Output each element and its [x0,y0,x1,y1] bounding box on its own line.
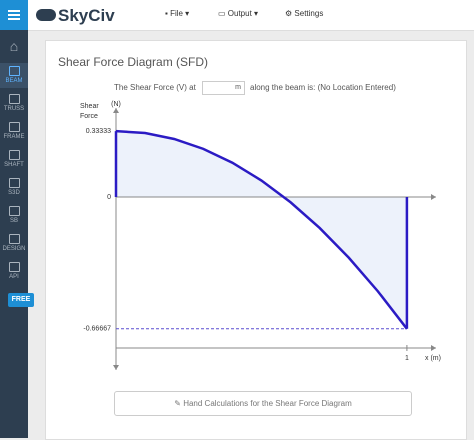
sidebar-label: SB [9,218,18,224]
sidebar-item[interactable]: DESIGN [0,231,28,256]
x-tick-label: 1 [405,355,409,362]
y-tick-label: -0.66667 [83,326,111,333]
y-tick-label: 0.33333 [86,128,111,135]
sidebar-item[interactable]: TRUSS [0,91,28,116]
sidebar-icon [8,178,20,188]
y-tick-label: 0 [107,194,111,201]
y-unit: (N) [111,101,121,108]
nav-label: Settings [294,9,324,18]
sidebar-label: API [9,274,19,280]
sidebar-item[interactable]: BEAM [0,63,28,88]
area [116,131,407,329]
sidebar-label: BEAM [5,78,23,84]
home-icon[interactable]: ⌂ [9,38,19,54]
free-badge[interactable]: FREE [8,293,34,307]
location-input[interactable]: m [202,81,245,95]
sidebar-icon [8,206,20,216]
sidebar-label: TRUSS [3,106,25,112]
menu-button[interactable] [0,0,28,30]
sidebar-label: FRAME [3,134,25,140]
sidebar-label: SHAFT [4,162,24,168]
sidebar-icon [8,94,20,104]
nav-file[interactable]: ▪ File ▾ [165,9,190,18]
sidebar-item[interactable]: SB [0,203,28,228]
axis-arrow [113,365,119,370]
axis-arrow [431,345,436,351]
sidebar: ⌂ BEAM TRUSS FRAME SHAFT S3D SB DESIGN API [0,30,28,438]
panel-title: Shear Force Diagram (SFD) [58,55,209,69]
axis-arrow [113,108,119,113]
logo-icon [36,9,56,21]
sidebar-label: DESIGN [2,246,26,252]
y-label: Shear [80,103,99,110]
nav-settings[interactable]: ⚙ Settings [285,9,324,18]
sidebar-icon [8,234,20,244]
sidebar-item[interactable]: FRAME [0,119,28,144]
sidebar-item[interactable]: SHAFT [0,147,28,172]
sidebar-icon [8,262,20,272]
hand-calc-button[interactable]: ✎ Hand Calculations for the Shear Force … [114,391,412,416]
x-label: x (m) [425,355,441,362]
sidebar-item[interactable]: API [0,259,28,284]
query-text: The Shear Force (V) at [114,83,196,92]
nav-output[interactable]: ▭ Output ▾ [218,9,259,18]
button-label: Hand Calculations for the Shear Force Di… [183,399,352,408]
sidebar-icon [8,122,20,132]
sidebar-icon [8,150,20,160]
logo[interactable]: SkyCiv [58,6,115,25]
axis-arrow [431,193,436,200]
y-label: Force [80,113,98,120]
sidebar-item[interactable]: S3D [0,175,28,200]
top-bar: SkyCiv ▪ File ▾ ▭ Output ▾ ⚙ Settings [0,0,474,31]
nav-label: Output [227,9,252,18]
sidebar-label: S3D [8,190,20,196]
query-text: along the beam is: (No Location Entered) [250,83,396,92]
line [115,129,408,330]
sidebar-icon [8,66,20,76]
nav-label: File [170,9,183,18]
